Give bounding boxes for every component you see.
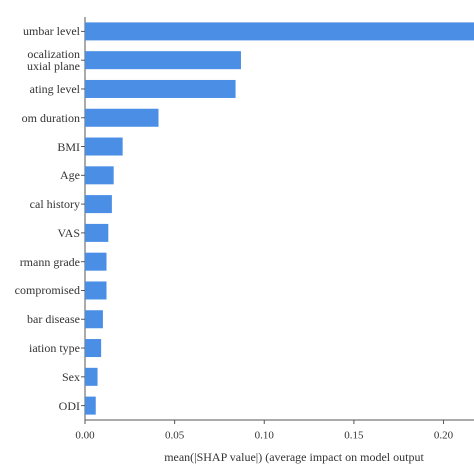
bar [85,166,114,185]
y-tick-label: om duration [21,110,80,125]
y-tick-label: iation type [29,341,80,356]
bar [85,252,107,271]
x-tick-label: 0.10 [255,430,275,442]
x-axis-label: mean(|SHAP value|) (average impact on mo… [164,450,424,464]
y-tick-label: VAS [57,225,80,240]
y-tick-label: umbar level [23,24,80,39]
bar [85,339,102,358]
y-tick-label: cal history [29,197,80,212]
bar [85,51,241,70]
y-tick-label: ating level [29,81,80,96]
bar [85,79,236,98]
y-tick-label: Age [60,168,80,183]
x-tick-label: 0.05 [165,430,185,442]
y-tick-label: compromised [14,283,80,298]
y-tick-label: Sex [62,369,80,384]
bar [85,22,474,41]
y-tick-label: ODI [58,398,80,413]
x-tick-label: 0.00 [75,430,95,442]
bar [85,223,109,242]
y-tick-label: bar disease [27,312,80,327]
bar [85,396,96,415]
bar [85,195,112,214]
bar [85,108,159,127]
bar [85,137,123,156]
y-tick-label: rmann grade [19,254,80,269]
y-tick-label: BMI [57,139,80,154]
bar [85,367,98,386]
x-tick-label: 0.20 [434,430,454,442]
y-tick-label: ocalization uxial plane [27,47,80,74]
bar [85,310,103,329]
x-tick-label: 0.15 [344,430,364,442]
bar [85,281,107,300]
